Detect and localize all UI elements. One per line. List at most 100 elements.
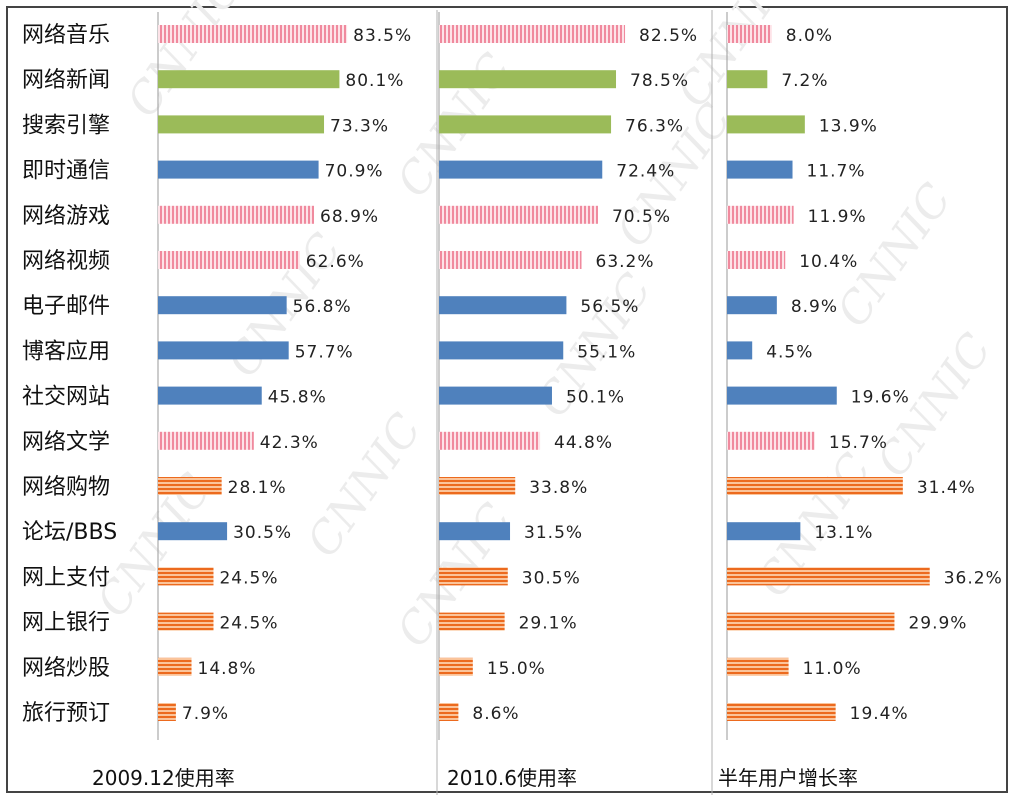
data-label: 30.5% xyxy=(233,523,292,543)
bar xyxy=(158,567,214,586)
category-label: 网络文学 xyxy=(22,430,110,455)
bar xyxy=(439,251,582,269)
data-label: 19.4% xyxy=(850,704,909,724)
category-label: 网络购物 xyxy=(22,475,110,500)
category-label: 网络视频 xyxy=(22,249,110,274)
watermark-text: CNNIC xyxy=(117,0,252,126)
data-label: 56.5% xyxy=(580,297,639,317)
panel-title-2009: 2009.12使用率 xyxy=(92,766,235,790)
data-label: 4.5% xyxy=(766,342,813,362)
bar xyxy=(158,386,262,405)
data-label: 63.2% xyxy=(596,252,655,272)
bars-layer: 83.5% 80.1% 73.3% 70.9% 68.9% 62.6% 56.8% 57.7%… xyxy=(158,25,1003,724)
data-label: 28.1% xyxy=(228,478,287,498)
data-label: 68.9% xyxy=(320,207,379,227)
category-label: 博客应用 xyxy=(22,339,110,364)
bar xyxy=(727,522,801,541)
data-label: 11.9% xyxy=(808,207,867,227)
bar xyxy=(439,522,511,541)
panel-title-2010: 2010.6使用率 xyxy=(447,766,577,790)
data-label: 24.5% xyxy=(219,614,278,634)
bar xyxy=(439,205,598,224)
category-label: 网络音乐 xyxy=(22,23,110,48)
bar xyxy=(158,477,222,495)
data-label: 70.9% xyxy=(325,162,384,182)
data-label: 29.1% xyxy=(519,614,578,634)
bar xyxy=(727,612,895,631)
data-label: 8.0% xyxy=(786,26,833,46)
category-label: 旅行预订 xyxy=(22,701,110,726)
bar xyxy=(439,160,603,179)
data-label: 8.9% xyxy=(791,297,838,317)
data-label: 8.6% xyxy=(472,704,519,724)
bar xyxy=(158,205,315,224)
bar xyxy=(727,477,903,495)
data-label: 45.8% xyxy=(268,388,327,408)
category-label: 网络炒股 xyxy=(22,656,110,681)
data-label: 70.5% xyxy=(612,207,671,227)
data-label: 78.5% xyxy=(630,71,689,91)
data-label: 10.4% xyxy=(799,252,858,272)
bar xyxy=(158,25,348,43)
bar xyxy=(158,657,192,676)
data-label: 83.5% xyxy=(353,26,412,46)
category-label: 网上支付 xyxy=(22,565,110,590)
category-label: 电子邮件 xyxy=(22,294,110,319)
data-label: 11.7% xyxy=(807,162,866,182)
data-label: 72.4% xyxy=(616,162,675,182)
category-label: 网上银行 xyxy=(22,611,110,636)
data-label: 15.7% xyxy=(829,433,888,453)
bar xyxy=(158,296,287,315)
bar xyxy=(439,296,567,315)
data-label: 24.5% xyxy=(219,568,278,588)
bar xyxy=(727,160,793,179)
data-label: 42.3% xyxy=(260,433,319,453)
data-label: 76.3% xyxy=(625,116,684,136)
bar xyxy=(158,522,228,541)
data-label: 55.1% xyxy=(577,342,636,362)
bar xyxy=(439,612,505,631)
data-label: 57.7% xyxy=(295,342,354,362)
data-label: 14.8% xyxy=(198,659,257,679)
data-label: 80.1% xyxy=(345,71,404,91)
bar xyxy=(439,70,617,89)
data-label: 31.5% xyxy=(524,523,583,543)
bar xyxy=(158,70,340,89)
bar xyxy=(439,115,612,134)
bar xyxy=(727,251,786,269)
data-label: 13.9% xyxy=(819,116,878,136)
data-label: 13.1% xyxy=(814,523,873,543)
bar xyxy=(158,612,214,631)
category-label: 搜索引擎 xyxy=(22,113,110,138)
panel-title-growth: 半年用户增长率 xyxy=(718,766,858,790)
data-label: 73.3% xyxy=(330,116,389,136)
bar xyxy=(158,160,319,179)
bar xyxy=(439,657,473,676)
bar xyxy=(439,341,564,360)
bar xyxy=(727,70,768,89)
bar xyxy=(439,703,459,721)
bar xyxy=(727,25,772,43)
category-label: 网络游戏 xyxy=(22,204,110,229)
category-label: 即时通信 xyxy=(22,159,110,184)
bar xyxy=(439,386,552,405)
data-label: 33.8% xyxy=(529,478,588,498)
data-label: 31.4% xyxy=(917,478,976,498)
data-label: 19.6% xyxy=(851,388,910,408)
category-labels: 网络音乐网络新闻搜索引擎即时通信网络游戏网络视频电子邮件博客应用社交网站网络文学… xyxy=(22,23,117,726)
data-label: 11.0% xyxy=(803,659,862,679)
bar xyxy=(158,251,300,269)
bar xyxy=(727,205,794,224)
data-label: 36.2% xyxy=(944,568,1003,588)
category-label: 社交网站 xyxy=(22,385,110,410)
bar xyxy=(727,431,815,450)
watermark-text: CNNIC xyxy=(667,0,802,116)
bar xyxy=(439,431,541,450)
bar xyxy=(727,703,836,721)
data-label: 15.0% xyxy=(487,659,546,679)
bar xyxy=(158,703,176,721)
bar xyxy=(439,567,508,586)
data-label: 7.9% xyxy=(182,704,229,724)
